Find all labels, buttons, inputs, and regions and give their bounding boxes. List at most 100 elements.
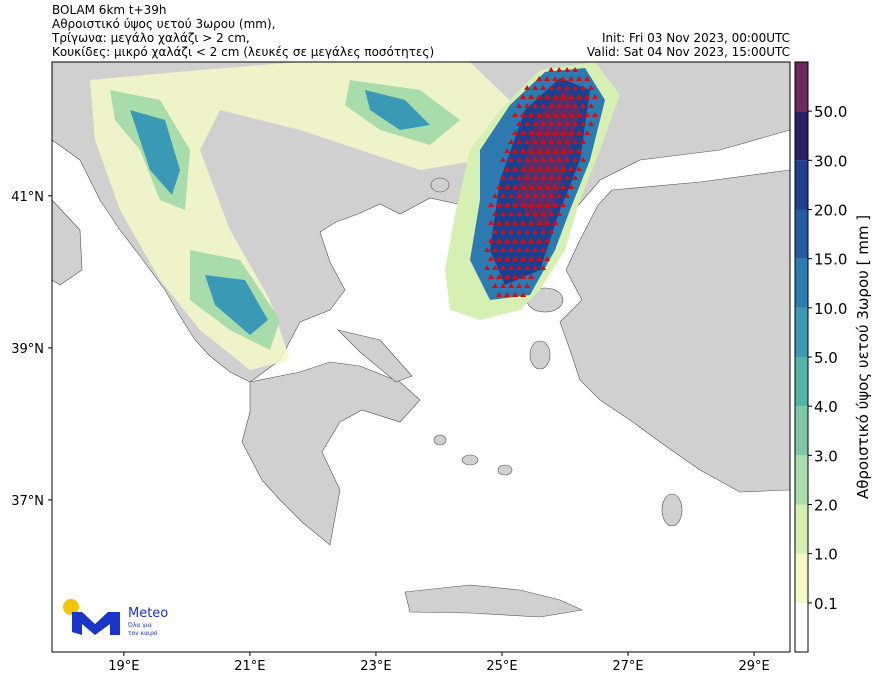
hail-triangle <box>500 193 507 198</box>
hail-triangle <box>552 220 559 225</box>
hail-triangle <box>572 85 579 90</box>
precip-area <box>110 80 460 350</box>
hail-triangle <box>588 103 595 108</box>
land <box>559 169 790 493</box>
hail-triangle <box>524 85 531 90</box>
hail-triangle <box>548 229 555 234</box>
hail-triangle <box>556 175 563 180</box>
colorbar-tick-label: 2.0 <box>814 497 838 515</box>
hail-triangle <box>532 139 539 144</box>
hail-triangle <box>524 283 531 288</box>
island <box>433 434 447 446</box>
hail-triangle <box>544 166 551 171</box>
hail-triangle <box>556 67 563 72</box>
hail-triangle <box>540 103 547 108</box>
land <box>52 199 83 286</box>
hail-triangle <box>556 121 563 126</box>
hail-triangle <box>556 157 563 162</box>
hail-triangle <box>508 265 515 270</box>
hail-triangle <box>548 175 555 180</box>
hail-triangle <box>576 94 583 99</box>
y-tick-label: 37°N <box>11 494 44 509</box>
hail-triangle <box>544 220 551 225</box>
hail-triangle <box>520 130 527 135</box>
hail-triangle <box>560 130 567 135</box>
hail-triangle <box>536 256 543 261</box>
y-tick-label: 39°N <box>11 342 44 357</box>
hail-triangle <box>512 256 519 261</box>
hail-triangle <box>536 112 543 117</box>
hail-triangle <box>544 256 551 261</box>
logo-tagline: τον καιρό <box>128 630 158 637</box>
hail-triangle <box>500 265 507 270</box>
hail-triangle <box>540 247 547 252</box>
hail-triangle <box>568 166 575 171</box>
hail-triangle <box>560 76 567 81</box>
hail-triangle <box>584 112 591 117</box>
hail-triangle <box>512 202 519 207</box>
hail-triangle <box>484 265 491 270</box>
title-line: Αθροιστικό ύψος υετού 3ωρου (mm), <box>52 17 275 31</box>
hail-triangle <box>524 121 531 126</box>
hail-triangle <box>588 85 595 90</box>
hail-markers <box>484 67 599 297</box>
hail-triangle <box>516 157 523 162</box>
hail-triangle <box>552 202 559 207</box>
hail-triangle <box>508 193 515 198</box>
hail-triangle <box>500 175 507 180</box>
hail-triangle <box>512 220 519 225</box>
colorbar-label: Αθροιστικό ύψος υετού 3ωρου [ mm ] <box>854 215 872 499</box>
colorbar-tick-label: 4.0 <box>814 398 838 416</box>
hail-triangle <box>516 247 523 252</box>
hail-triangle <box>564 103 571 108</box>
hail-triangle <box>524 157 531 162</box>
hail-triangle <box>504 238 511 243</box>
hail-triangle <box>492 265 499 270</box>
hail-triangle <box>536 148 543 153</box>
hail-triangle <box>520 292 527 297</box>
hail-triangle <box>512 238 519 243</box>
colorbar: 0.1 1.0 2.0 3.0 4.0 5.0 10.0 15.0 20.0 30.0 50.0 <box>794 61 847 653</box>
colorbar-segment <box>795 406 808 456</box>
hail-triangle <box>504 202 511 207</box>
hail-triangle <box>540 175 547 180</box>
hail-triangle <box>560 202 567 207</box>
hail-triangle <box>512 274 519 279</box>
colorbar-segment <box>795 357 808 407</box>
hail-triangle <box>536 238 543 243</box>
hail-triangle <box>504 184 511 189</box>
hail-triangle <box>536 202 543 207</box>
hail-triangle <box>528 130 535 135</box>
hail-triangle <box>520 256 527 261</box>
hail-triangle <box>508 229 515 234</box>
hail-triangle <box>588 121 595 126</box>
hail-triangle <box>520 220 527 225</box>
hail-triangle <box>504 148 511 153</box>
hail-triangle <box>576 166 583 171</box>
hail-triangle <box>528 274 535 279</box>
hail-triangle <box>572 157 579 162</box>
hail-triangle <box>508 283 515 288</box>
hail-triangle <box>544 202 551 207</box>
hail-triangle <box>552 148 559 153</box>
hail-triangle <box>520 274 527 279</box>
hail-triangle <box>564 67 571 72</box>
hail-triangle <box>540 139 547 144</box>
hail-triangle <box>516 139 523 144</box>
x-tick-label: 27°E <box>612 659 643 674</box>
valid-time: Valid: Sat 04 Nov 2023, 15:00UTC <box>587 45 790 59</box>
hail-triangle <box>528 184 535 189</box>
hail-triangle <box>584 130 591 135</box>
y-tick-label: 41°N <box>11 190 44 205</box>
hail-triangle <box>520 148 527 153</box>
hail-triangle <box>548 121 555 126</box>
colorbar-tick-label: 50.0 <box>814 103 847 121</box>
hail-triangle <box>544 238 551 243</box>
hail-triangle <box>548 139 555 144</box>
x-tick-label: 29°E <box>738 659 769 674</box>
colorbar-tick-label: 10.0 <box>814 300 847 318</box>
hail-triangle <box>568 76 575 81</box>
hail-triangle <box>508 139 515 144</box>
colorbar-tick-label: 15.0 <box>814 251 847 269</box>
hail-triangle <box>492 211 499 216</box>
